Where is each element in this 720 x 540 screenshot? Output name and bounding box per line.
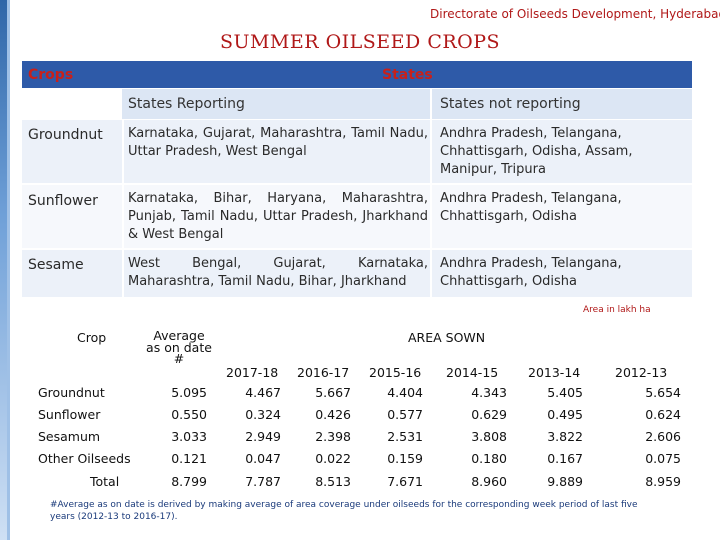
col-area-sown: AREA SOWN [408, 330, 486, 345]
area-value: 3.822 [547, 429, 583, 444]
states-not-reporting: Andhra Pradesh, Telangana, Chhattisgarh,… [440, 191, 622, 224]
area-value: 0.426 [315, 407, 351, 422]
col-average: Average as on date # [146, 328, 212, 366]
area-value: 0.022 [315, 451, 351, 466]
area-value: 0.180 [471, 451, 507, 466]
area-value: 0.324 [245, 407, 281, 422]
sub-reporting: States Reporting [128, 96, 245, 112]
crop-name: Sunflower [28, 193, 98, 209]
area-value: 0.159 [387, 451, 423, 466]
year-header: 2012-13 [615, 365, 668, 380]
year-header: 2014-15 [446, 365, 499, 380]
crop-name: Other Oilseeds [38, 451, 131, 466]
left-decor-stripe [0, 0, 7, 540]
total-average: 8.799 [171, 474, 207, 489]
area-value: 0.577 [387, 407, 423, 422]
area-value: 0.047 [245, 451, 281, 466]
col-crop: Crop [77, 330, 107, 345]
year-header: 2015-16 [369, 365, 422, 380]
crop-name: Groundnut [28, 127, 103, 143]
area-value: 5.654 [645, 385, 681, 400]
crop-name: Groundnut [38, 385, 105, 400]
area-value: 3.808 [471, 429, 507, 444]
area-value: 4.404 [387, 385, 423, 400]
total-value: 8.960 [471, 474, 507, 489]
average-value: 0.550 [171, 407, 207, 422]
average-value: 3.033 [171, 429, 207, 444]
area-value: 0.075 [645, 451, 681, 466]
states-not-reporting: Andhra Pradesh, Telangana, Chhattisgarh,… [440, 126, 633, 177]
col-states: States [382, 67, 433, 83]
crop-name: Sunflower [38, 407, 101, 422]
year-header: 2017-18 [226, 365, 279, 380]
states-reporting: West Bengal, Gujarat, Karnataka, Maharas… [128, 256, 428, 289]
footnote: #Average as on date is derived by making… [50, 500, 638, 522]
average-value: 5.095 [171, 385, 207, 400]
total-value: 9.889 [547, 474, 583, 489]
year-header: 2013-14 [528, 365, 581, 380]
table-row: Sunflower Karnataka, Bihar, Haryana, Mah… [22, 185, 692, 248]
area-value: 2.606 [645, 429, 681, 444]
org-header: Directorate of Oilseeds Development, Hyd… [430, 7, 720, 21]
crop-name: Sesame [28, 257, 84, 273]
area-value: 4.343 [471, 385, 507, 400]
area-value: 2.949 [245, 429, 281, 444]
area-unit-note: Area in lakh ha [583, 305, 651, 315]
total-value: 8.513 [315, 474, 351, 489]
area-value: 0.629 [471, 407, 507, 422]
year-header: 2016-17 [297, 365, 350, 380]
area-value: 0.624 [645, 407, 681, 422]
area-value: 4.467 [245, 385, 281, 400]
left-decor-stripe-inner [7, 0, 10, 540]
area-value: 0.495 [547, 407, 583, 422]
col-crops: Crops [28, 67, 74, 83]
states-table-subheader: States Reporting States not reporting [122, 89, 692, 119]
sub-not-reporting: States not reporting [440, 96, 581, 112]
average-value: 0.121 [171, 451, 207, 466]
total-value: 7.787 [245, 474, 281, 489]
area-value: 2.531 [387, 429, 423, 444]
page-title: SUMMER OILSEED CROPS [219, 31, 501, 53]
total-value: 7.671 [387, 474, 423, 489]
area-value: 5.405 [547, 385, 583, 400]
table-row: Sesame West Bengal, Gujarat, Karnataka, … [22, 250, 692, 297]
states-reporting: Karnataka, Gujarat, Maharashtra, Tamil N… [128, 126, 428, 159]
states-table-header: Crops States [22, 61, 692, 88]
table-row: Groundnut Karnataka, Gujarat, Maharashtr… [22, 120, 692, 183]
states-not-reporting: Andhra Pradesh, Telangana, Chhattisgarh,… [440, 256, 622, 289]
total-label: Total [90, 474, 120, 489]
area-value: 5.667 [315, 385, 351, 400]
total-value: 8.959 [645, 474, 681, 489]
area-value: 0.167 [547, 451, 583, 466]
area-value: 2.398 [315, 429, 351, 444]
states-reporting: Karnataka, Bihar, Haryana, Maharashtra, … [128, 191, 428, 242]
crop-name: Sesamum [38, 429, 101, 444]
